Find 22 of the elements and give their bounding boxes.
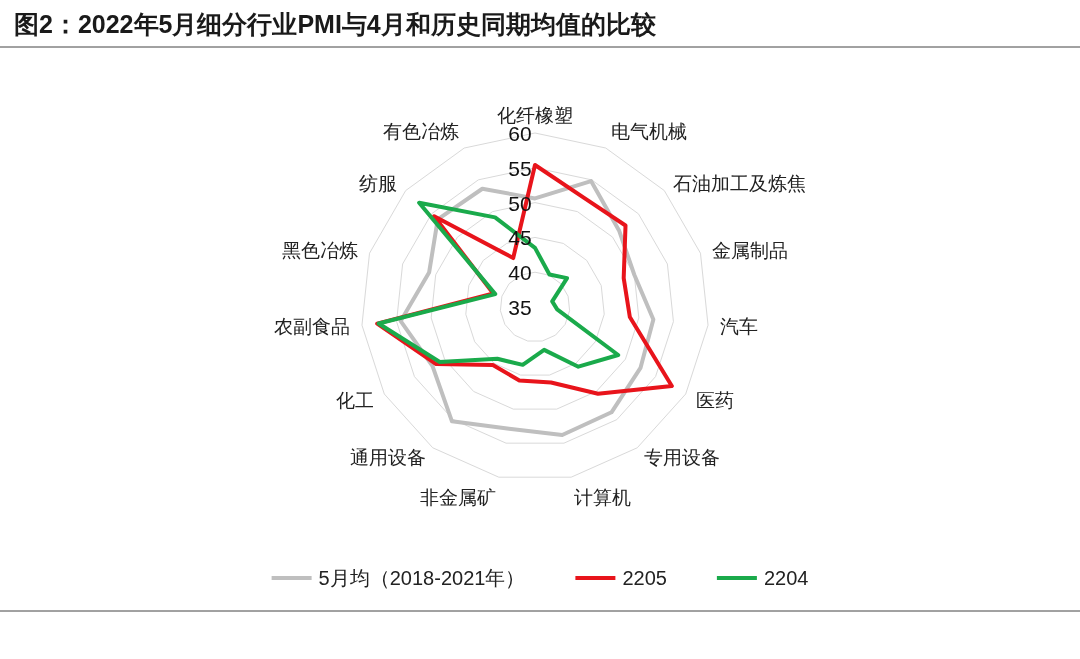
- title: 图2：2022年5月细分行业PMI与4月和历史同期均值的比较: [14, 10, 656, 38]
- category-label: 纺服: [358, 172, 397, 194]
- category-label: 电气机械: [610, 121, 687, 143]
- category-label: 计算机: [573, 486, 631, 508]
- category-label: 化纤橡塑: [497, 105, 573, 126]
- category-label: 化工: [335, 390, 374, 411]
- tick-label: 55: [508, 156, 532, 180]
- category-label: 汽车: [720, 316, 758, 338]
- category-label: 石油加工及炼焦: [673, 172, 807, 194]
- legend-label: 5月均（2018-2021年）: [318, 567, 526, 589]
- category-label: 有色冶炼: [383, 121, 460, 143]
- category-label: 黑色冶炼: [282, 239, 359, 261]
- category-label: 医药: [696, 390, 735, 411]
- category-label: 专用设备: [644, 447, 721, 469]
- category-label: 非金属矿: [420, 486, 497, 508]
- legend-label: 2204: [763, 567, 809, 589]
- category-label: 通用设备: [349, 447, 426, 469]
- tick-label: 40: [508, 261, 532, 285]
- category-label: 金属制品: [711, 239, 788, 261]
- legend-label: 2205: [622, 567, 667, 589]
- tick-label: 35: [508, 296, 532, 319]
- category-label: 农副食品: [274, 316, 350, 338]
